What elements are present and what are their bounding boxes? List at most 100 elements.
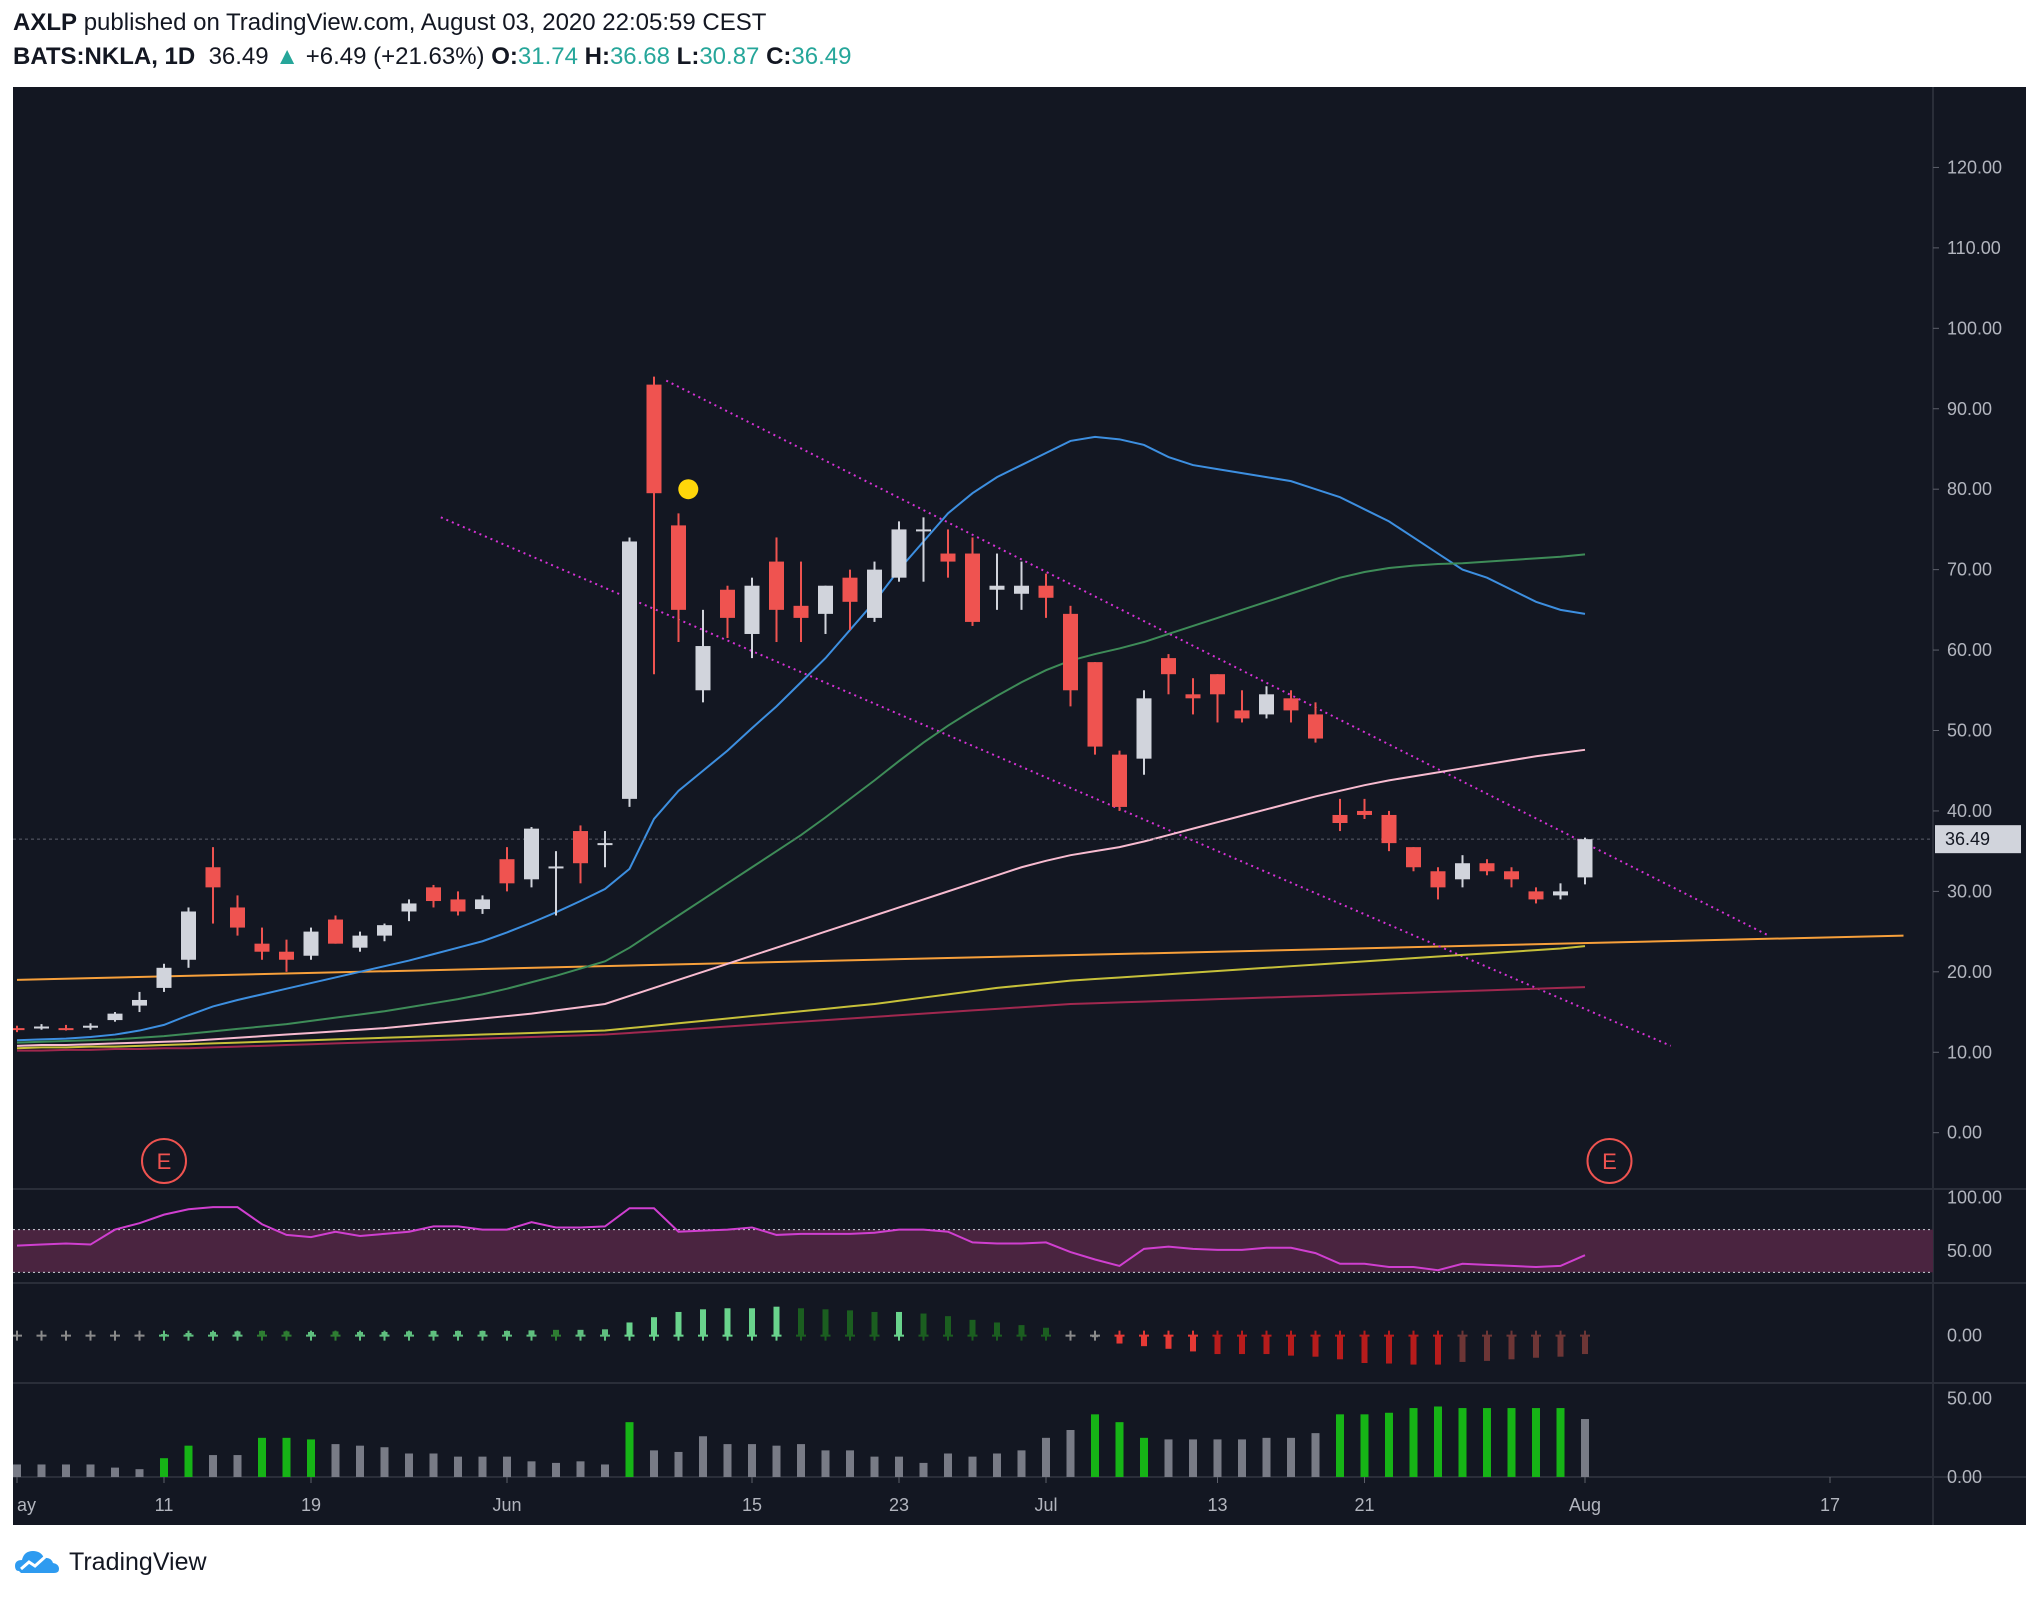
- candle-body: [1430, 871, 1446, 888]
- volume-bar: [1458, 1408, 1467, 1477]
- histogram-bar: [1190, 1335, 1196, 1352]
- volume-bar: [331, 1444, 340, 1477]
- rsi-tick-label: 50.00: [1947, 1241, 1992, 1261]
- histogram-bar: [1165, 1335, 1172, 1349]
- time-tick-label: 13: [1207, 1495, 1227, 1515]
- candle-body: [303, 931, 319, 956]
- volume-bar: [405, 1453, 413, 1477]
- candle-body: [499, 859, 515, 884]
- volume-bar: [160, 1458, 168, 1477]
- histogram-bar: [822, 1309, 829, 1336]
- high-label: H:: [584, 43, 610, 70]
- time-tick-label: 21: [1354, 1495, 1374, 1515]
- candle-body: [1259, 694, 1274, 715]
- time-tick-label: 23: [889, 1495, 909, 1515]
- volume-bar: [1532, 1408, 1540, 1477]
- volume-bar: [1336, 1414, 1344, 1477]
- volume-bar: [86, 1464, 95, 1477]
- histogram-bar: [626, 1322, 633, 1336]
- candle-body: [573, 831, 588, 864]
- moving-average-line: [16, 748, 1586, 1047]
- chart-area[interactable]: E E120.00110.00100.0090.0080.0070.0060.00…: [13, 87, 2026, 1527]
- volume-bar: [209, 1455, 217, 1477]
- volume-bar: [1483, 1408, 1491, 1477]
- candle-body: [793, 605, 809, 618]
- author-name[interactable]: AXLP: [13, 9, 78, 36]
- open-label: O:: [491, 43, 518, 70]
- candle-body: [916, 529, 931, 532]
- volume-bar: [797, 1444, 805, 1477]
- candle-body: [940, 553, 956, 562]
- histogram-bar: [675, 1311, 682, 1336]
- candle-body: [377, 925, 392, 936]
- candle-body: [622, 541, 637, 799]
- candle-body: [1406, 847, 1421, 868]
- candle-body: [548, 866, 564, 869]
- volume-bar: [1042, 1437, 1050, 1477]
- volume-bar: [748, 1444, 756, 1477]
- volume-bar: [821, 1450, 830, 1477]
- histogram-bar: [798, 1308, 804, 1336]
- candle-body: [720, 589, 735, 618]
- candle-body: [1577, 839, 1593, 878]
- volume-bar: [1140, 1437, 1148, 1477]
- candle-body: [1234, 710, 1250, 719]
- volume-bar: [380, 1447, 389, 1477]
- volume-bar: [674, 1451, 683, 1477]
- footer-brand[interactable]: TradingView: [69, 1547, 207, 1576]
- volume-bar: [1189, 1439, 1197, 1477]
- histogram-bar: [1141, 1335, 1147, 1347]
- candle-body: [842, 577, 858, 602]
- volume-bar: [1066, 1430, 1075, 1477]
- close-label: C:: [766, 43, 792, 70]
- time-tick-label: ay: [17, 1495, 36, 1515]
- volume-bar: [895, 1456, 903, 1477]
- histogram-bar: [994, 1322, 1000, 1336]
- time-tick-label: 17: [1820, 1495, 1840, 1515]
- histogram-bar: [945, 1316, 951, 1336]
- candle-body: [132, 999, 147, 1006]
- volume-bar: [356, 1445, 364, 1477]
- volume-bar: [478, 1456, 487, 1477]
- histogram-bar: [357, 1331, 363, 1336]
- price-tick-label: 40.00: [1947, 801, 1992, 821]
- symbol-label: BATS:NKLA, 1D: [13, 43, 196, 70]
- candle-body: [891, 529, 907, 578]
- volume-bar: [1262, 1437, 1271, 1477]
- histogram-bar: [871, 1311, 878, 1336]
- candle-body: [401, 903, 417, 912]
- volume-bar: [258, 1437, 266, 1477]
- volume-bar: [429, 1453, 438, 1477]
- histogram-bar: [112, 1335, 118, 1336]
- histogram-bar: [1239, 1335, 1245, 1355]
- histogram-bar: [1484, 1335, 1490, 1361]
- histogram-bar: [1533, 1335, 1539, 1358]
- candle-body: [1455, 863, 1470, 880]
- candle-body: [475, 899, 490, 910]
- earnings-marker: [1586, 1138, 1633, 1184]
- candle-body: [695, 646, 711, 691]
- price-tick-label: 80.00: [1947, 479, 1992, 499]
- histogram-bar: [161, 1334, 167, 1336]
- volume-bar: [650, 1450, 658, 1477]
- moving-average-line: [17, 986, 1586, 1052]
- price-change: +6.49 (+21.63%): [305, 43, 485, 70]
- volume-bar: [723, 1444, 732, 1477]
- candle-body: [1308, 714, 1323, 739]
- volume-bar: [37, 1464, 46, 1477]
- histogram-bar: [1410, 1335, 1417, 1365]
- histogram-bar: [773, 1306, 780, 1336]
- earnings-marker-label: E: [157, 1149, 172, 1174]
- histogram-bar: [651, 1317, 657, 1336]
- volume-bar: [1385, 1412, 1393, 1477]
- last-price-label: 36.49: [1945, 829, 1990, 849]
- candle-body: [867, 569, 882, 618]
- volume-bar: [111, 1467, 119, 1477]
- volume-bar: [1213, 1439, 1222, 1477]
- last-price: 36.49: [208, 43, 269, 70]
- candle-body: [279, 951, 294, 960]
- candle-body: [1038, 585, 1054, 598]
- candle-body: [1210, 674, 1225, 695]
- price-tick-label: 0.00: [1947, 1123, 1982, 1143]
- time-tick-label: 19: [301, 1495, 321, 1515]
